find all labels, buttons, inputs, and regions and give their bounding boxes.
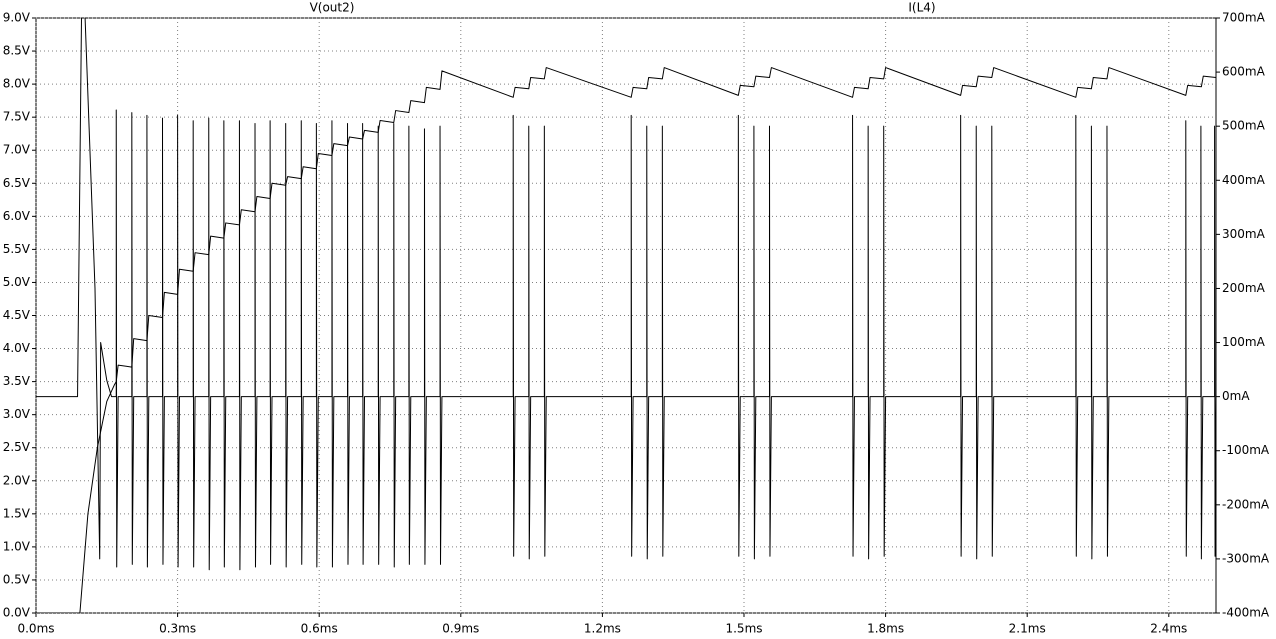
y-tick-label: 4.0V [3, 341, 31, 355]
y-tick-label: 7.0V [3, 143, 31, 157]
y2-tick-label: 700mA [1222, 11, 1266, 25]
y-tick-label: 6.0V [3, 209, 31, 223]
x-tick-label: 2.4ms [1150, 622, 1187, 636]
y-tick-label: 1.0V [3, 539, 31, 553]
y2-tick-label: 300mA [1222, 227, 1266, 241]
x-tick-label: 1.8ms [867, 622, 904, 636]
x-tick-label: 1.2ms [584, 622, 621, 636]
x-tick-label: 0.0ms [17, 622, 54, 636]
y2-tick-label: 0mA [1222, 389, 1250, 403]
x-tick-label: 2.1ms [1009, 622, 1046, 636]
legend-label: V(out2) [310, 1, 355, 15]
y2-tick-label: 100mA [1222, 335, 1266, 349]
y-tick-label: 8.0V [3, 77, 31, 91]
x-tick-label: 0.6ms [301, 622, 338, 636]
traces [36, 18, 1216, 613]
y2-tick-label: -200mA [1222, 497, 1270, 511]
y-tick-label: 6.5V [3, 176, 31, 190]
y2-tick-label: -300mA [1222, 551, 1270, 565]
y-tick-label: 0.0V [3, 606, 31, 620]
labels: 0.0ms 0.3ms 0.6ms 0.9ms 1.2ms 1.5ms 1.8ms 2.1ms… [3, 1, 1270, 636]
legend-label: I(L4) [908, 1, 935, 15]
y-tick-label: 7.5V [3, 110, 31, 124]
x-tick-label: 0.9ms [442, 622, 479, 636]
x-tick-label: 0.3ms [159, 622, 196, 636]
y2-tick-label: -100mA [1222, 443, 1270, 457]
y2-tick-label: 200mA [1222, 281, 1266, 295]
y-tick-label: 3.5V [3, 374, 31, 388]
trace [36, 18, 1216, 571]
y-tick-label: 2.0V [3, 473, 31, 487]
y-tick-label: 8.5V [3, 44, 31, 58]
y-tick-label: 3.0V [3, 407, 31, 421]
y-tick-label: 0.5V [3, 572, 31, 586]
y-tick-label: 2.5V [3, 440, 31, 454]
y2-tick-label: 600mA [1222, 65, 1266, 79]
y-tick-label: 1.5V [3, 506, 31, 520]
y2-tick-label: 400mA [1222, 173, 1266, 187]
x-tick-label: 1.5ms [725, 622, 762, 636]
trace [36, 67, 1216, 613]
y-tick-label: 4.5V [3, 308, 31, 322]
y2-tick-label: 500mA [1222, 119, 1266, 133]
y-tick-label: 5.5V [3, 242, 31, 256]
y-tick-label: 5.0V [3, 275, 31, 289]
y2-tick-label: -400mA [1222, 606, 1270, 620]
y-tick-label: 9.0V [3, 11, 31, 25]
grid [32, 17, 1220, 617]
